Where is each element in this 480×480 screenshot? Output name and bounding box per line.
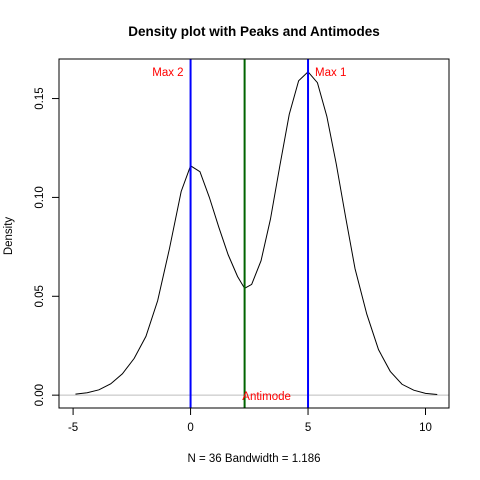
y-axis-label: Density — [3, 217, 15, 256]
x-tick-label: -5 — [68, 422, 78, 434]
x-tick-label: 0 — [187, 422, 193, 434]
annotation-max-2: Max 2 — [152, 67, 183, 79]
y-tick-label: 0.15 — [34, 87, 46, 109]
x-tick-label: 10 — [419, 422, 432, 434]
density-curve — [75, 71, 438, 396]
chart-title: Density plot with Peaks and Antimodes — [128, 24, 380, 39]
x-axis-label: N = 36 Bandwidth = 1.186 — [188, 453, 321, 465]
y-tick-label: 0.10 — [34, 186, 46, 208]
plot-area: Max 2 Antimode Max 1 -5 0 5 10 0.00 0.05 0.10 0.15 — [34, 58, 450, 434]
y-tick-label: 0.05 — [34, 285, 46, 307]
y-tick-label: 0.00 — [34, 384, 46, 406]
plot-frame — [58, 58, 450, 409]
x-tick-label: 5 — [305, 422, 311, 434]
annotation-max-1: Max 1 — [315, 67, 346, 79]
annotation-antimode: Antimode — [242, 391, 291, 403]
